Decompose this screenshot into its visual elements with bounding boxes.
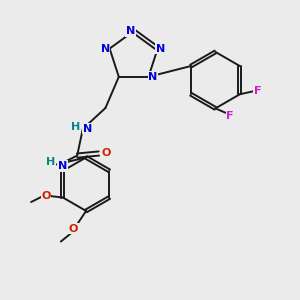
Text: N: N: [58, 161, 67, 171]
Text: N: N: [126, 26, 135, 36]
Text: N: N: [148, 72, 158, 82]
Text: H: H: [46, 157, 55, 166]
Text: F: F: [226, 111, 234, 121]
Text: O: O: [69, 224, 78, 234]
Text: F: F: [254, 86, 261, 96]
Text: H: H: [71, 122, 80, 132]
Text: N: N: [100, 44, 110, 54]
Text: N: N: [83, 124, 92, 134]
Text: N: N: [156, 44, 165, 54]
Text: O: O: [41, 191, 51, 201]
Text: O: O: [101, 148, 111, 158]
